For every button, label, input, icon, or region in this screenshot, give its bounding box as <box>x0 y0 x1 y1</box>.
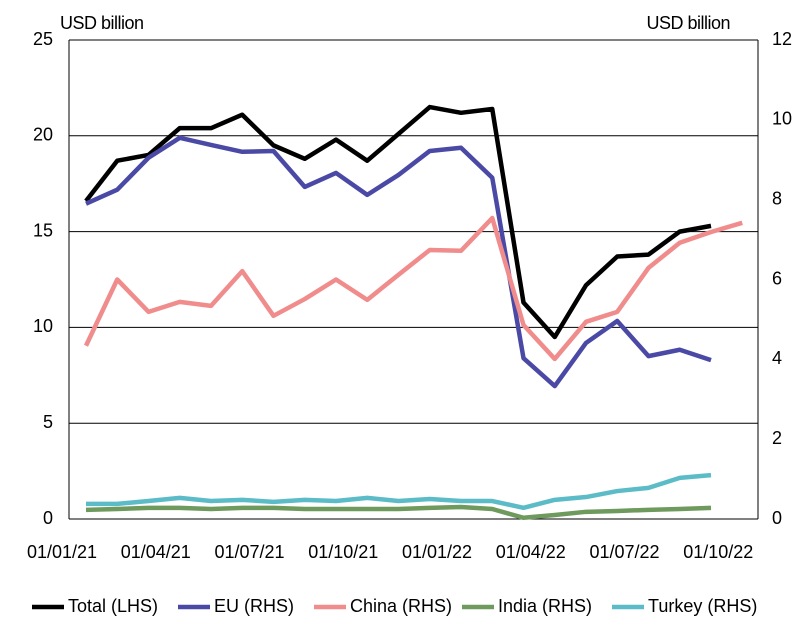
line-series <box>83 215 743 362</box>
y-tick-label: 25 <box>33 29 53 49</box>
legend-label: China (RHS) <box>350 596 452 616</box>
x-tick-label: 01/01/21 <box>27 542 97 562</box>
x-tick-label: 01/07/21 <box>214 542 284 562</box>
y-tick-label: 15 <box>33 220 53 240</box>
legend-label: India (RHS) <box>498 596 592 616</box>
y2-tick-label: 10 <box>772 109 792 129</box>
y2-tick-label: 8 <box>772 188 782 208</box>
y-tick-label: 5 <box>43 412 53 432</box>
x-tick-label: 01/10/22 <box>683 542 753 562</box>
legend-label: Turkey (RHS) <box>648 596 757 616</box>
y2-tick-label: 6 <box>772 268 782 288</box>
x-tick-label: 01/01/22 <box>402 542 472 562</box>
legend-label: Total (LHS) <box>68 596 158 616</box>
y2-tick-label: 12 <box>772 29 792 49</box>
y2-axis-label: USD billion <box>646 13 730 33</box>
x-tick-label: 01/10/21 <box>308 542 378 562</box>
line-series <box>85 504 712 521</box>
y2-tick-label: 0 <box>772 508 782 528</box>
line-series <box>84 104 712 340</box>
x-tick-label: 01/04/22 <box>496 542 566 562</box>
y2-tick-label: 2 <box>772 428 782 448</box>
y-tick-label: 20 <box>33 125 53 145</box>
y-tick-label: 10 <box>33 316 53 336</box>
x-tick-label: 01/04/21 <box>121 542 191 562</box>
line-series <box>85 135 712 389</box>
y2-tick-label: 4 <box>772 348 782 368</box>
x-tick-label: 01/07/22 <box>589 542 659 562</box>
line-series <box>86 472 712 511</box>
y-axis-label: USD billion <box>60 13 144 33</box>
legend-label: EU (RHS) <box>214 596 294 616</box>
y-tick-label: 0 <box>43 508 53 528</box>
